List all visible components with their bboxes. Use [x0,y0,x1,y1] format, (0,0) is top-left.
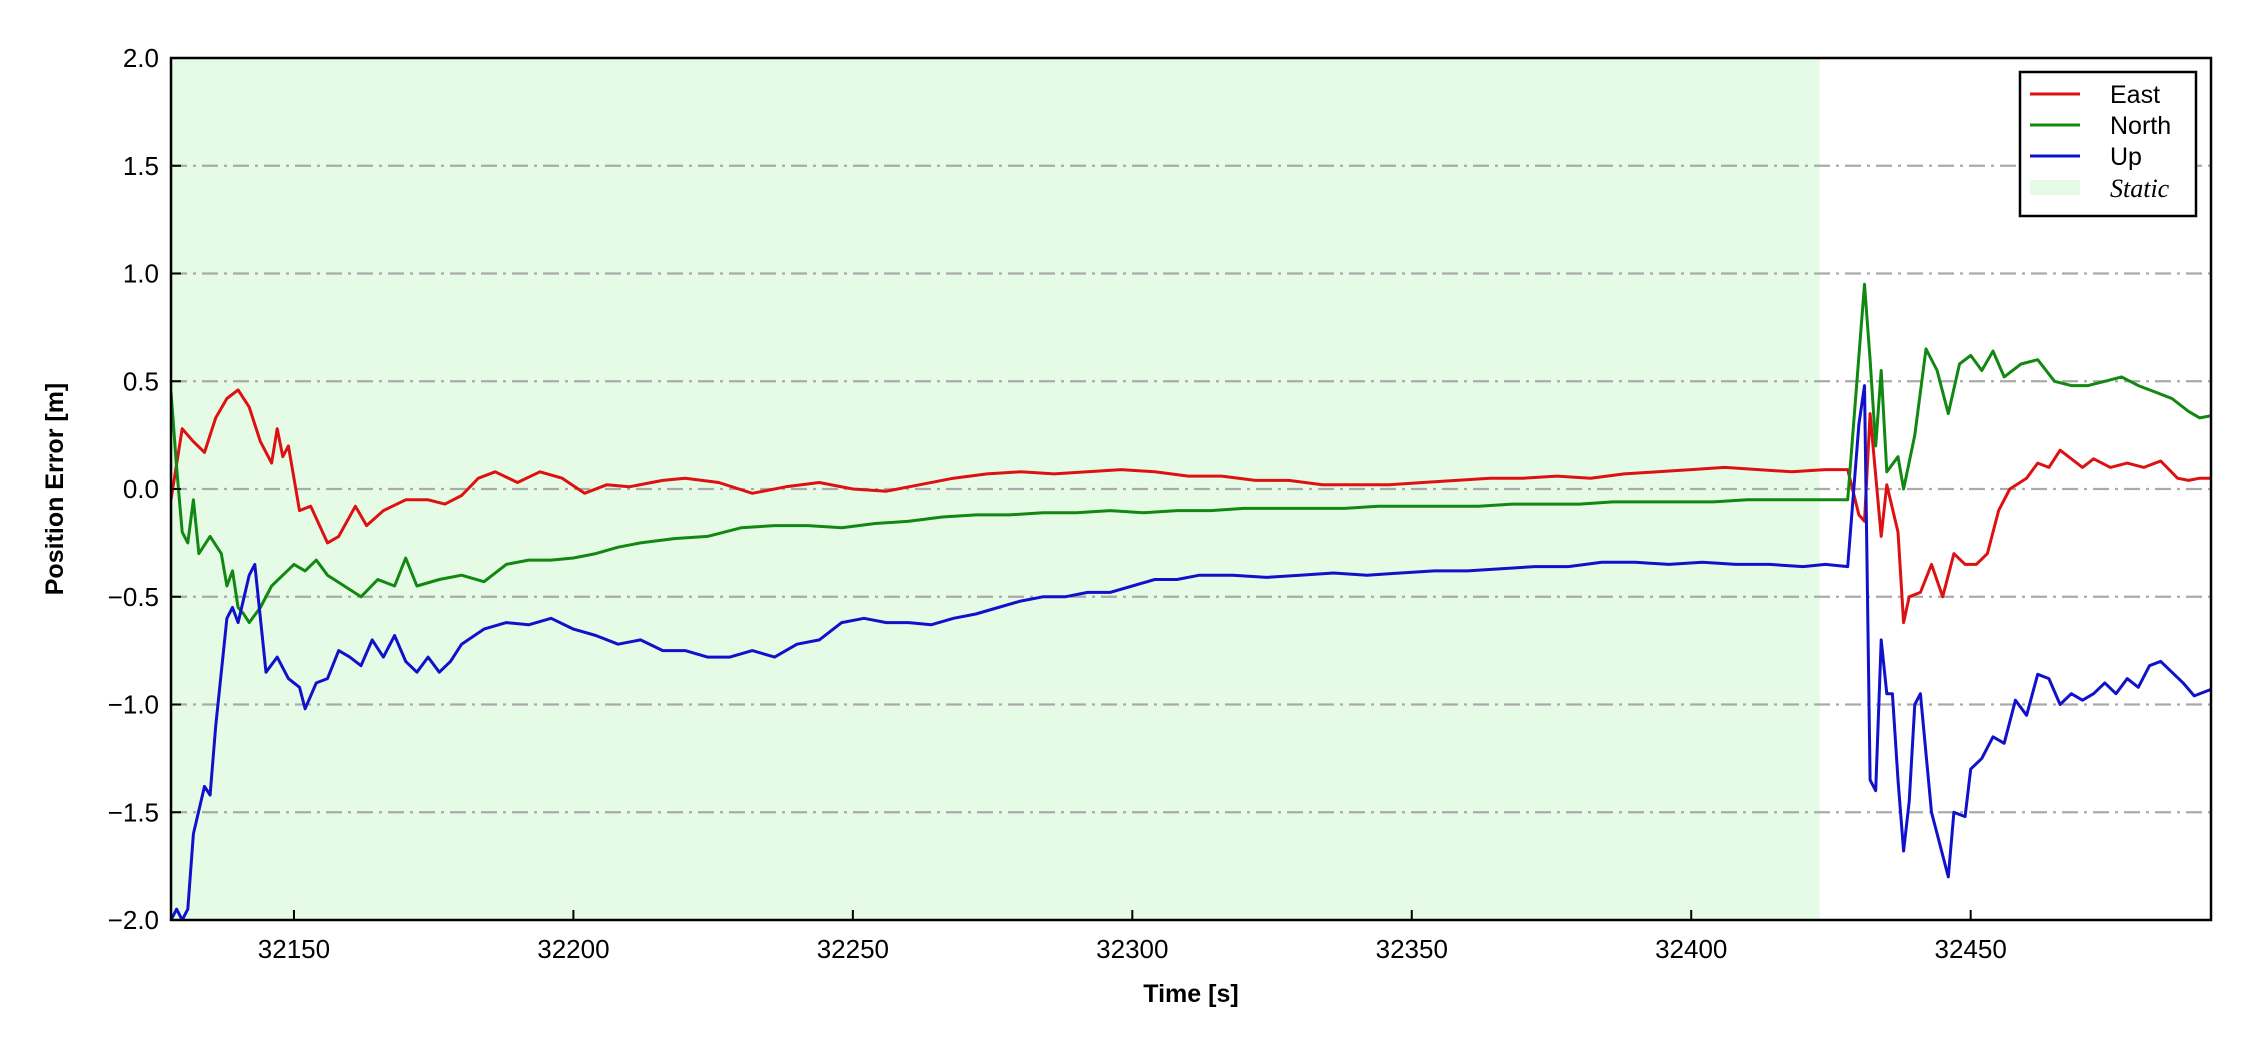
x-tick-label: 32200 [537,934,609,964]
legend-label-static: Static [2110,174,2170,203]
x-tick-label: 32450 [1935,934,2007,964]
legend-label-east: East [2110,81,2160,109]
y-tick-label: −1.0 [108,690,159,720]
y-tick-label: 2.0 [123,43,159,73]
x-axis-ticks: 32150 32200 32250 32300 32350 32400 32450 [258,910,2007,964]
x-tick-label: 32250 [817,934,889,964]
series-line-east [171,388,2211,625]
x-tick-label: 32300 [1096,934,1168,964]
y-tick-label: 1.5 [123,151,159,181]
legend-label-up: Up [2110,143,2142,171]
legend-label-north: North [2110,112,2171,140]
y-tick-label: −1.5 [108,797,159,827]
y-axis-title: Position Error [m] [41,383,69,596]
y-tick-label: 0.5 [123,366,159,396]
y-tick-label: −0.5 [108,582,159,612]
legend-swatch-static [2030,180,2080,195]
y-tick-label: 1.0 [123,259,159,289]
series-line-up [171,384,2211,920]
x-tick-label: 32350 [1376,934,1448,964]
x-tick-label: 32400 [1655,934,1727,964]
x-tick-label: 32150 [258,934,330,964]
series-lines [171,282,2211,920]
legend: East North Up Static [2018,70,2198,218]
y-tick-label: 0.0 [123,474,159,504]
y-tick-label: −2.0 [108,905,159,935]
y-axis-ticks: −2.0 −1.5 −1.0 −0.5 0.0 0.5 1.0 1.5 2.0 [108,43,181,935]
x-axis-title: Time [s] [1143,980,1238,1008]
series-line-north [171,282,2211,625]
